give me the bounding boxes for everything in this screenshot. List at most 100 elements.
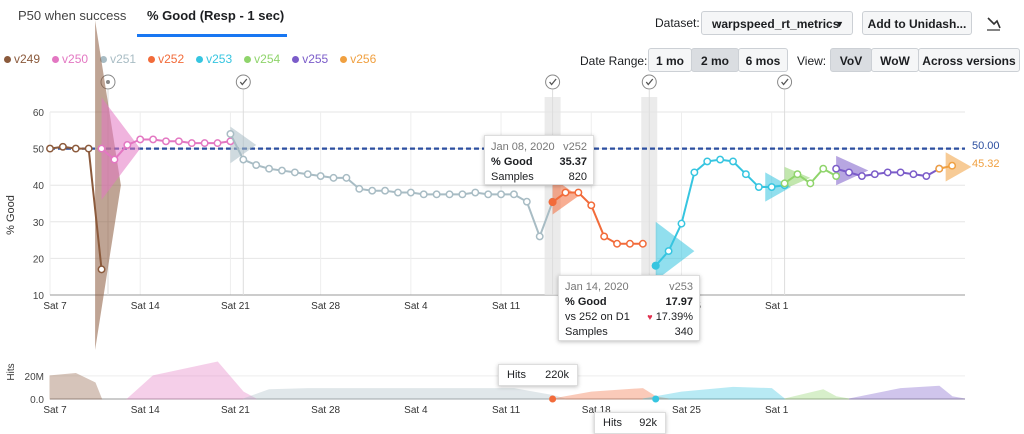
highlight-band [641,97,658,295]
data-point-v253 [703,157,712,166]
legend-item-v255[interactable]: v255 [292,52,328,66]
data-point-v250 [123,140,132,149]
data-point-v250 [187,139,196,148]
tooltip-samples-label: Samples [491,171,534,183]
data-point-v251 [548,197,557,206]
legend-label: v256 [350,52,377,66]
data-point-v252 [625,239,634,248]
data-point-v253 [741,170,750,179]
add-to-unidash-button[interactable]: Add to Unidash... [862,11,972,35]
data-point-v251 [471,188,480,197]
hits-area-v252 [552,388,669,400]
confidence-fan [836,155,869,186]
legend-label: v251 [110,52,137,66]
view-vov[interactable]: VoV [830,48,872,72]
data-point-v251 [303,170,312,179]
date-range-label: Date Range: [580,54,648,68]
legend-dot [148,55,156,63]
chart-grid: 10 20 30 40 50 60 Sat 7 Sat 14 Sat 21 Sat 28 Sat 4… [33,74,965,312]
data-point-v251 [239,155,248,164]
release-marker-icon [235,74,251,90]
data-point-v254 [832,172,841,181]
y-tick-label: 20 [33,254,45,265]
hits-x-tick: Sat 11 [492,405,521,416]
date-range-6mos[interactable]: 6 mos [738,48,788,72]
tab-p50[interactable]: P50 when success [18,8,127,23]
data-point-v249 [58,142,67,151]
reference-line-label: 50.00 [972,140,1000,152]
legend-item-v250[interactable]: v250 [52,52,88,66]
check-icon [645,78,654,86]
tab-good-resp[interactable]: % Good (Resp - 1 sec) [147,8,285,23]
data-point-v250 [149,135,158,144]
legend-label: v249 [14,52,41,66]
legend-item-v249[interactable]: v249 [4,52,40,66]
legend-item-v251[interactable]: v251 [100,52,136,66]
data-point-v254 [819,164,828,173]
legend-item-v253[interactable]: v253 [196,52,232,66]
confidence-fan [655,221,695,281]
data-point-v251 [419,190,428,199]
data-point-v251 [432,190,441,199]
data-point-v252 [548,198,557,206]
data-point-v252 [561,188,570,197]
view-across-versions[interactable]: Across versions [918,48,1020,72]
hits-label: Hits [507,369,526,381]
data-point-v253 [780,181,789,190]
tooltip-metric-label: % Good [565,296,607,308]
y-tick-label: 40 [33,181,45,192]
data-point-v251 [265,164,274,173]
release-marker-icon [545,74,561,90]
last-value-label: 45.32 [972,158,1000,170]
hits-x-tick: Sat 25 [672,405,701,416]
data-point-v251 [368,186,377,195]
legend-dot [292,55,300,63]
y-tick-label: 10 [33,291,45,302]
y-tick-label: 60 [33,108,45,119]
tooltip-version: v252 [563,141,587,153]
data-point-v249 [84,144,93,153]
tooltip-v253: Jan 14, 2020 v253 % Good 17.97 vs 252 on D… [558,275,700,341]
chart-collapse-icon[interactable] [984,14,1004,34]
series-line-v249 [49,145,103,270]
date-range-2mo[interactable]: 2 mo [691,48,739,72]
data-point-v251 [381,186,390,195]
data-point-v251 [316,172,325,181]
data-point-v251 [445,190,454,199]
legend-item-v254[interactable]: v254 [244,52,280,66]
tooltip-samples-value: 340 [674,326,693,338]
tooltip-compare-label: vs 252 on D1 [565,311,630,323]
legend-item-v256[interactable]: v256 [340,52,376,66]
data-point-v251 [522,197,531,206]
hits-y-tick: 0.0 [30,395,44,406]
x-tick-label: Sat 28 [311,301,340,312]
tooltip-date: Jan 14, 2020 [565,281,629,293]
hits-chart: 0.0 20M Sat 7 Sat 14 Sat 21 Sat 28 Sat 4 Sat 11… [25,361,966,416]
data-point-v251 [329,173,338,182]
tooltip-metric-value: 35.37 [559,156,587,168]
hits-tooltip-2: Hits 92k [594,412,666,434]
y-tick-label: 50 [33,145,45,156]
data-point-v251 [497,190,506,199]
tooltip-metric-label: % Good [491,156,533,168]
data-point-v255 [896,168,905,177]
hits-area-v250 [126,361,257,400]
data-point-v249 [46,144,54,153]
hits-area-v253 [642,386,786,400]
confidence-fan [945,152,972,182]
data-point-v250 [226,137,235,146]
legend-item-v252[interactable]: v252 [148,52,184,66]
data-point-v252 [613,239,621,248]
data-point-v255 [935,164,944,173]
data-point-v254 [793,170,802,179]
series-line-v252 [552,191,643,245]
legend-label: v250 [62,52,89,66]
view-wow[interactable]: WoW [871,48,919,72]
dataset-select[interactable]: warpspeed_rt_metrics ▼ [701,11,853,35]
legend-dot [52,55,60,63]
data-point-v252 [587,201,596,210]
hits-label: Hits [603,417,622,429]
date-range-1mo[interactable]: 1 mo [648,48,692,72]
data-point-v255 [845,168,853,177]
data-point-v251 [278,166,286,175]
